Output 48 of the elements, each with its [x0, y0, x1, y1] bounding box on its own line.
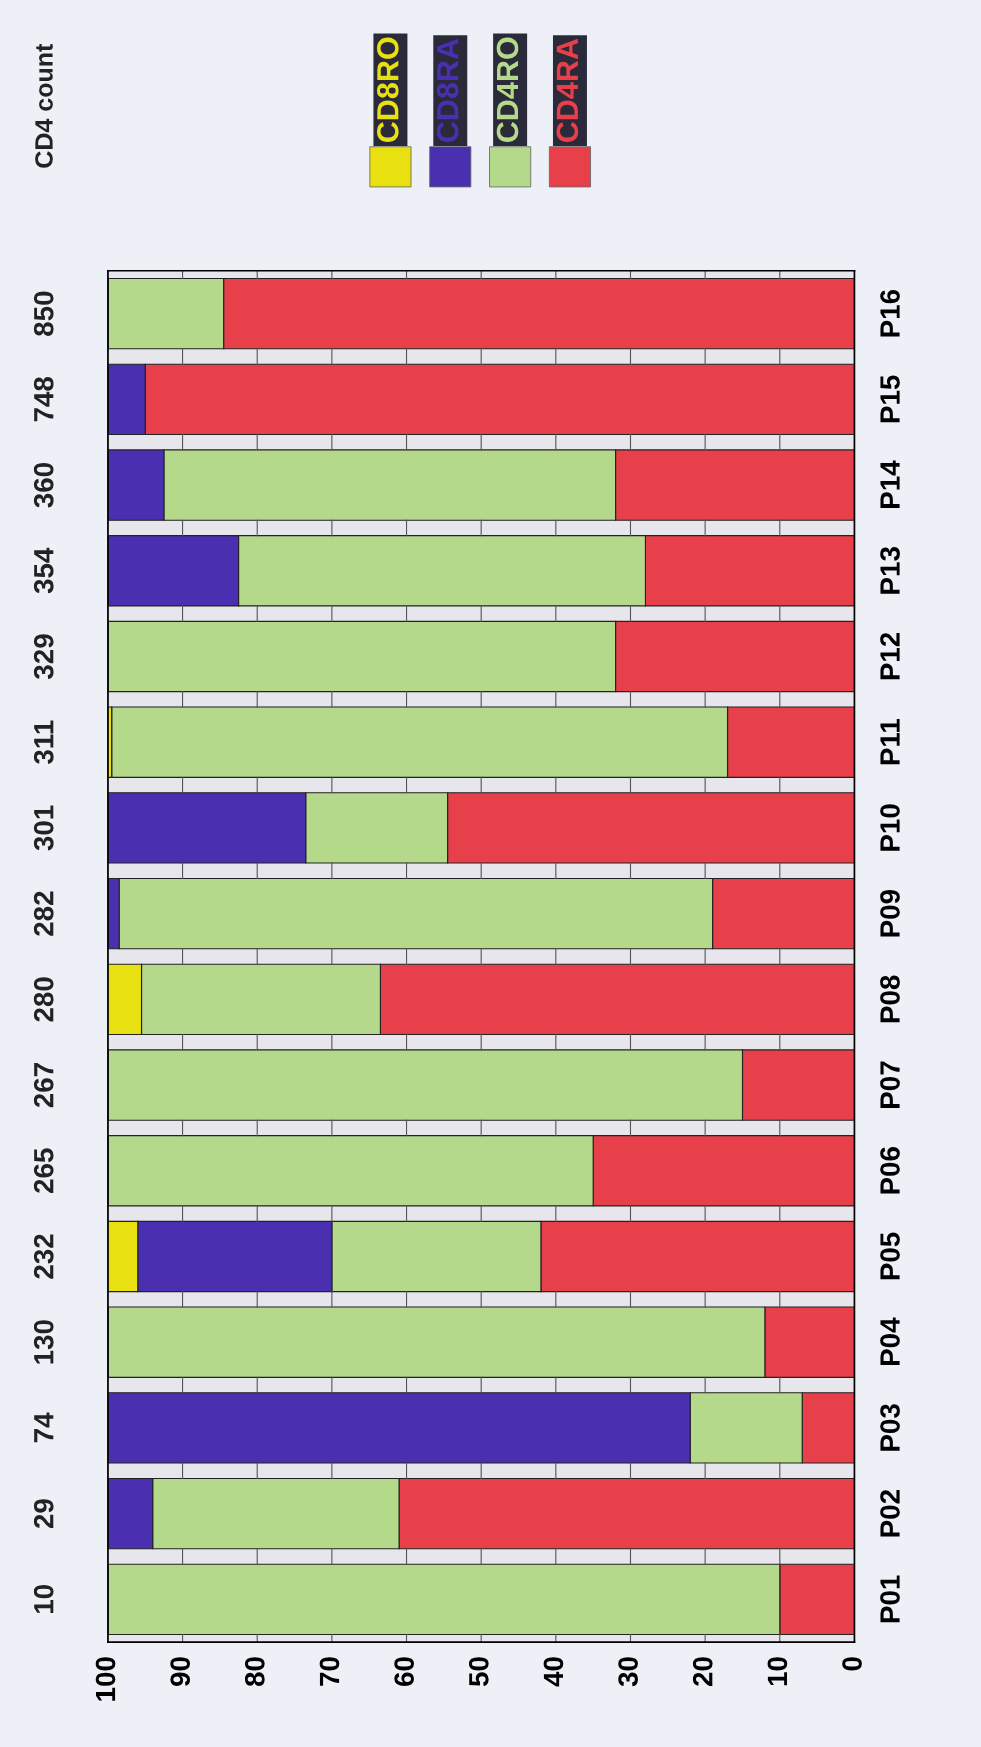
- text: 10: [33, 1585, 54, 1614]
- x-tick-label: 80: [245, 1657, 265, 1687]
- x-tick-label: 50: [468, 1657, 489, 1687]
- text: 748: [33, 377, 54, 422]
- y-tick-label: P09: [880, 889, 900, 937]
- text: 329: [33, 634, 54, 680]
- text: 74: [34, 1412, 54, 1443]
- text: 301: [33, 805, 54, 851]
- y-tick-label: P05: [880, 1232, 900, 1280]
- x-tick-label: 90: [170, 1657, 191, 1686]
- text: CD4 count: [35, 43, 53, 168]
- y-tick-label: P11: [880, 719, 900, 765]
- text: CD4RO: [496, 37, 519, 142]
- text: 850: [33, 291, 54, 336]
- text: 232: [33, 1234, 54, 1279]
- x-tick-label: 20: [692, 1657, 713, 1686]
- text: CD8RO: [377, 37, 399, 142]
- text: 282: [33, 891, 54, 936]
- x-tick-label: 30: [618, 1657, 638, 1687]
- y-tick-label: P10: [880, 804, 900, 851]
- y-tick-label: P03: [880, 1404, 900, 1451]
- x-tick-label: 40: [543, 1657, 564, 1687]
- text: 360: [33, 463, 54, 508]
- text: CD8RA: [436, 38, 459, 142]
- y-tick-label: P08: [880, 975, 900, 1023]
- y-tick-label: P14: [880, 460, 900, 508]
- text: 280: [33, 977, 54, 1022]
- text: 130: [33, 1320, 54, 1364]
- y-tick-label: P12: [880, 632, 900, 680]
- x-tick-label: 70: [319, 1657, 340, 1686]
- y-tick-label: P15: [880, 375, 900, 423]
- x-tick-label: 0: [842, 1657, 862, 1671]
- y-tick-label: P02: [880, 1490, 900, 1537]
- x-tick-label: 100: [95, 1657, 116, 1701]
- y-tick-label: P16: [880, 289, 900, 337]
- x-tick-label: 10: [767, 1657, 788, 1686]
- y-tick-label: P07: [880, 1061, 900, 1108]
- text: 354: [33, 547, 54, 594]
- text: 265: [33, 1148, 54, 1193]
- y-tick-label: P01: [880, 1575, 900, 1623]
- text: 311: [33, 720, 54, 764]
- y-tick-label: P06: [880, 1147, 900, 1194]
- text: CD4RA: [556, 38, 579, 142]
- y-tick-label: P04: [880, 1317, 900, 1366]
- text: 29: [33, 1499, 54, 1529]
- text: 267: [33, 1063, 54, 1108]
- y-tick-label: P13: [880, 547, 900, 594]
- x-tick-label: 60: [394, 1657, 414, 1686]
